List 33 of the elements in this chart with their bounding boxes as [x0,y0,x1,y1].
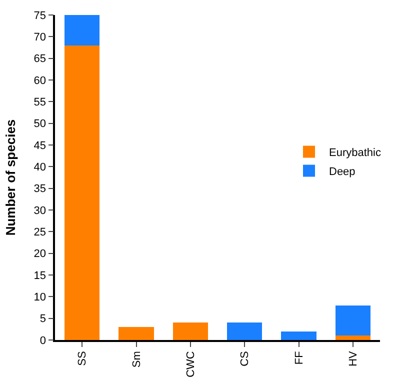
bar [64,45,100,340]
bar [226,322,262,340]
y-tick-label: 15 [34,270,46,282]
y-tick-label: 75 [34,10,46,22]
y-tick-label: 70 [34,32,46,44]
y-tick-label: 25 [34,226,46,239]
y-tick-label: 40 [34,162,46,174]
x-tick-label: HV [347,350,360,366]
x-tick-label: CWC [184,351,197,378]
bar [281,331,316,340]
x-tick-label: FF [293,350,306,365]
y-tick-label: 45 [34,140,46,152]
x-tick-label: Sm [130,351,143,368]
legend-label: Eurybathic [329,147,382,160]
y-axis-title: Number of species [3,119,18,236]
bar [172,322,208,340]
x-tick-label: SS [76,351,89,366]
y-tick-label: 50 [34,118,46,130]
y-tick-label: 0 [40,334,46,347]
y-tick-label: 55 [34,96,46,109]
bar [335,305,371,336]
bar [64,15,100,46]
y-tick-label: 65 [34,53,46,66]
y-tick-label: 20 [34,248,46,260]
y-tick-label: 60 [34,74,46,87]
y-tick-label: 30 [34,204,46,217]
legend-label: Deep [329,166,356,178]
bar [335,336,371,340]
y-tick-label: 10 [34,292,46,304]
y-tick-label: 35 [34,183,46,196]
y-tick-label: 5 [40,313,46,326]
bar [118,327,154,340]
x-tick-label: CS [239,351,252,366]
